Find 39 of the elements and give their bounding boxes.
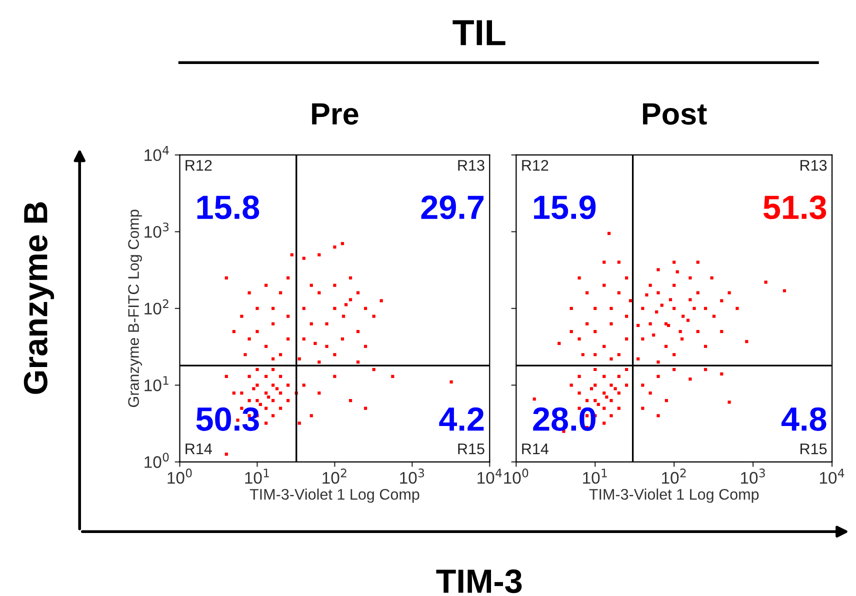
x-tick-label: 10$^{4}$ (820, 468, 844, 484)
text: TIL (452, 20, 506, 46)
chart-title: Pre (312, 103, 358, 125)
chart-title: Post (643, 103, 707, 125)
annotation: 15.8 (197, 196, 260, 220)
x-tick-label: 10$^{4}$ (478, 468, 502, 484)
annotation: R14 (186, 444, 212, 454)
annotation: R12 (522, 160, 548, 171)
x-axis-title: TIM-3-Violet 1 Log Comp (589, 488, 759, 503)
x-tick-label: 10$^{3}$ (741, 468, 765, 484)
x-tick-label: 10$^{0}$ (504, 468, 528, 484)
y-tick-label: 10$^{3}$ (144, 222, 169, 238)
x-tick-label: 10$^{3}$ (400, 468, 424, 484)
x-tick-label: 10$^{2}$ (322, 468, 346, 484)
y-axis-title: Granzyme B-FITC Log Comp (128, 210, 142, 407)
annotation: R15 (458, 444, 484, 454)
x-tick-label: 10$^{0}$ (168, 468, 192, 484)
annotation: R12 (186, 160, 212, 171)
annotation: 50.3 (196, 407, 259, 431)
annotation: 4.2 (439, 407, 484, 431)
annotation: 15.9 (534, 196, 596, 220)
annotation: 28.0 (533, 407, 596, 431)
x-tick-label: 10$^{2}$ (662, 468, 686, 484)
annotation: 29.7 (421, 196, 484, 220)
annotation: R13 (458, 160, 484, 171)
y-tick-label: 10$^{0}$ (144, 452, 169, 468)
y-tick-label: 10$^{2}$ (144, 299, 168, 315)
text: TIM-3 (436, 569, 522, 594)
x-tick-label: 10$^{1}$ (245, 468, 269, 484)
x-tick-label: 10$^{1}$ (583, 468, 607, 484)
annotation: R13 (800, 160, 827, 171)
x-axis-title: TIM-3-Violet 1 Log Comp (250, 488, 420, 503)
annotation: R15 (800, 444, 827, 454)
annotation: 4.8 (781, 407, 826, 431)
annotation: 51.3 (763, 196, 826, 220)
y-tick-label: 10$^{4}$ (144, 146, 169, 162)
annotation: R14 (522, 444, 548, 454)
text: Granzyme B (24, 202, 54, 394)
y-tick-label: 10$^{1}$ (144, 376, 168, 392)
